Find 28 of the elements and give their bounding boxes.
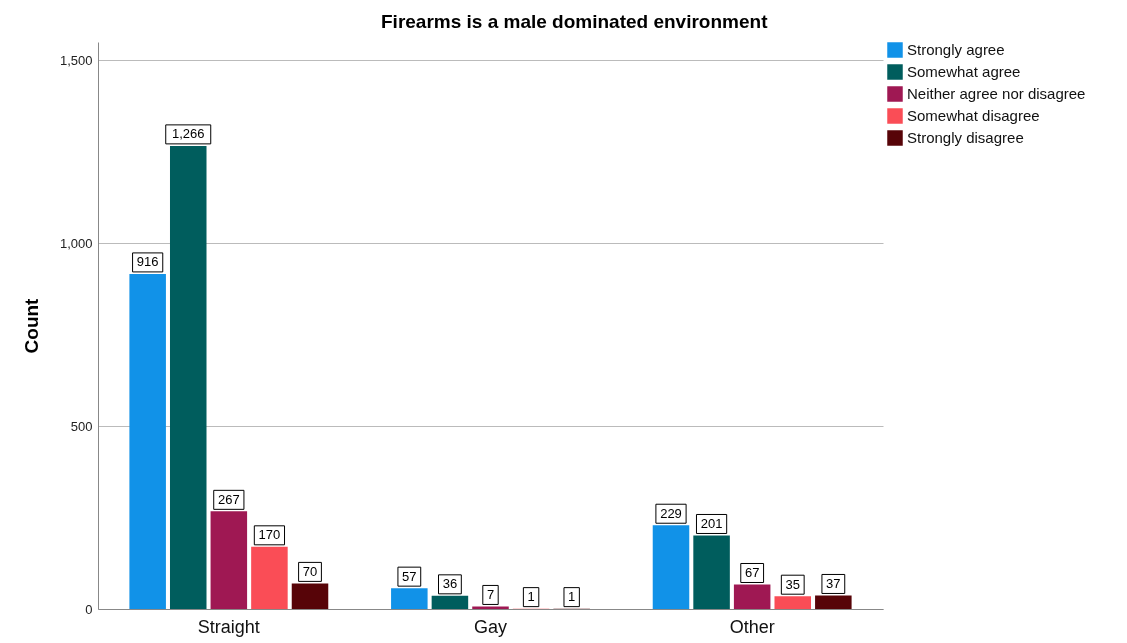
legend-label: Somewhat agree: [907, 63, 1021, 80]
x-tick-label: Gay: [473, 616, 508, 637]
data-label: 201: [700, 515, 723, 531]
data-label: 57: [402, 568, 417, 584]
data-label: 267: [217, 491, 240, 507]
y-tick-label: 1,000: [59, 235, 93, 251]
legend-label: Neither agree nor disagree: [907, 85, 1086, 102]
data-label: 37: [826, 575, 841, 591]
data-label: 35: [785, 576, 800, 592]
data-label: 1: [527, 589, 535, 605]
y-tick-label: 0: [85, 601, 93, 617]
data-label: 67: [744, 564, 760, 580]
chart-title: Firearms is a male dominated environment: [381, 11, 769, 32]
data-label: 916: [136, 254, 159, 270]
y-tick-label: 1,500: [59, 52, 93, 68]
y-axis-title: Count: [20, 297, 42, 354]
data-label: 7: [486, 586, 495, 602]
legend-label: Strongly agree: [907, 41, 1005, 58]
x-tick-label: Other: [729, 616, 775, 637]
legend-label: Somewhat disagree: [907, 107, 1040, 124]
bar: [472, 606, 509, 609]
data-label: 229: [660, 505, 682, 521]
data-label: 170: [258, 527, 281, 543]
y-tick-label: 500: [70, 418, 93, 434]
data-label: 1: [568, 589, 576, 605]
data-label: 1,266: [171, 126, 205, 142]
x-tick-label: Straight: [197, 616, 260, 637]
legend-label: Strongly disagree: [907, 129, 1024, 146]
